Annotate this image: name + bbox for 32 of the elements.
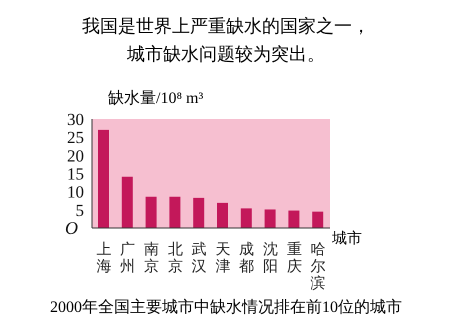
- bar: [122, 176, 133, 228]
- bar: [240, 208, 252, 228]
- bar: [217, 202, 228, 228]
- x-tick-label: 上海: [96, 241, 112, 275]
- bar: [288, 210, 300, 228]
- x-tick-label: 南京: [144, 241, 159, 275]
- chart-subtitle: 城市缺水问题较为突出。: [126, 43, 326, 66]
- y-tick-label: 10: [67, 182, 84, 202]
- bar: [146, 196, 157, 228]
- y-tick-label: 30: [67, 110, 84, 129]
- x-axis-title: 城市: [332, 229, 362, 248]
- x-tick-label: 沈阳: [263, 241, 278, 275]
- y-tick-label: 25: [67, 128, 84, 148]
- y-tick-label: 5: [76, 200, 84, 220]
- bar: [169, 196, 180, 228]
- x-tick-label: 哈尔滨: [310, 241, 326, 292]
- x-tick-label: 天津: [215, 242, 230, 275]
- x-tick-label: 广州: [120, 241, 136, 275]
- text: 2000年全国主要城市中缺水情况排在前10位的城市: [49, 298, 403, 318]
- x-tick-label: 北京: [168, 241, 183, 275]
- bar: [98, 130, 109, 228]
- y-tick-label: 15: [67, 164, 84, 184]
- x-tick-label: 重庆: [286, 241, 302, 275]
- y-axis-title: 缺水量/10⁸ m³: [108, 88, 204, 109]
- bar: [193, 198, 204, 228]
- x-tick-label: 成都: [239, 241, 254, 275]
- bar: [312, 212, 324, 228]
- y-tick-label: 20: [67, 146, 84, 166]
- y-tick-label: O: [65, 218, 78, 238]
- x-tick-label: 武汉: [192, 241, 207, 275]
- bar: [264, 209, 276, 228]
- chart-title: 我国是世界上严重缺水的国家之一，: [81, 15, 371, 38]
